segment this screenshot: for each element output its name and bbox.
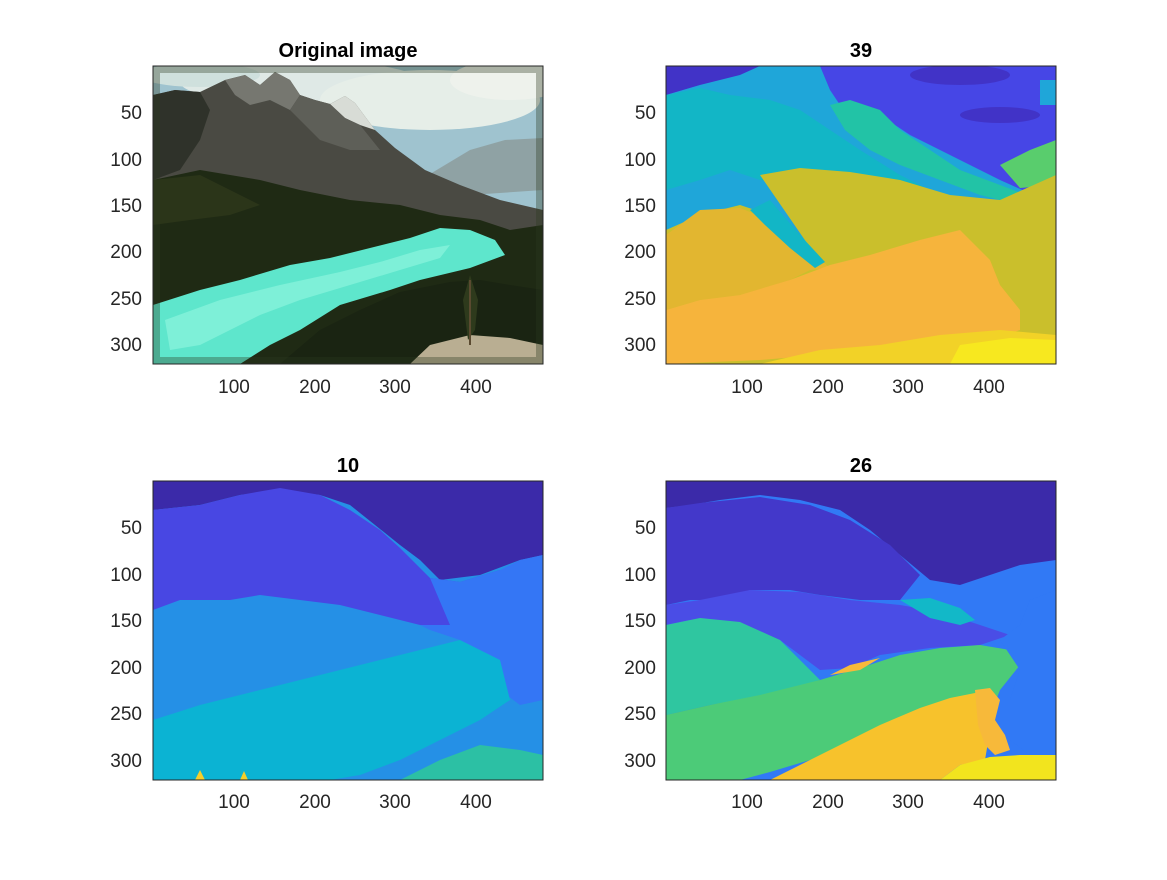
image-original — [153, 66, 543, 364]
y-tick-label: 200 — [624, 242, 656, 263]
axes-frame — [152, 65, 544, 365]
y-tick-label: 100 — [624, 565, 656, 586]
x-tick-label: 200 — [299, 792, 331, 813]
y-tick-label: 100 — [624, 150, 656, 171]
panel-segmentation-39: 39 100 200 300 400 50 100 — [624, 40, 1057, 398]
y-axis: 50 100 150 200 250 300 — [624, 518, 656, 772]
y-tick-label: 150 — [110, 196, 142, 217]
segmentation-map-39 — [666, 66, 1056, 364]
x-tick-label: 300 — [379, 792, 411, 813]
x-tick-label: 400 — [460, 377, 492, 398]
y-tick-label: 300 — [110, 751, 142, 772]
x-tick-label: 300 — [892, 377, 924, 398]
x-tick-label: 200 — [812, 792, 844, 813]
y-tick-label: 200 — [110, 242, 142, 263]
x-axis: 100 200 300 400 — [731, 377, 1005, 398]
y-tick-label: 300 — [624, 335, 656, 356]
x-axis: 100 200 300 400 — [218, 792, 492, 813]
x-tick-label: 100 — [731, 792, 763, 813]
y-tick-label: 150 — [624, 196, 656, 217]
y-tick-label: 200 — [110, 658, 142, 679]
y-tick-label: 50 — [635, 518, 656, 539]
y-tick-label: 150 — [624, 611, 656, 632]
x-tick-label: 400 — [460, 792, 492, 813]
y-tick-label: 300 — [624, 751, 656, 772]
x-tick-label: 400 — [973, 792, 1005, 813]
axes-frame — [665, 480, 1057, 781]
x-tick-label: 200 — [299, 377, 331, 398]
x-axis: 100 200 300 400 — [731, 792, 1005, 813]
x-tick-label: 400 — [973, 377, 1005, 398]
x-tick-label: 200 — [812, 377, 844, 398]
y-tick-label: 250 — [624, 289, 656, 310]
x-tick-label: 100 — [218, 792, 250, 813]
x-tick-label: 100 — [218, 377, 250, 398]
panel-segmentation-10: 10 100 200 300 400 50 100 150 200 250 30… — [110, 455, 544, 813]
axes-frame — [665, 65, 1057, 365]
y-tick-label: 150 — [110, 611, 142, 632]
y-tick-label: 50 — [121, 103, 142, 124]
x-tick-label: 300 — [379, 377, 411, 398]
segmentation-map-10 — [153, 481, 543, 780]
y-tick-label: 250 — [624, 704, 656, 725]
y-tick-label: 300 — [110, 335, 142, 356]
panel-segmentation-26: 26 100 200 300 400 50 100 150 200 — [624, 455, 1057, 813]
y-tick-label: 100 — [110, 150, 142, 171]
y-tick-label: 250 — [110, 289, 142, 310]
y-axis: 50 100 150 200 250 300 — [624, 103, 656, 356]
axes-frame — [152, 480, 544, 781]
panel-title: Original image — [279, 40, 418, 62]
y-axis: 50 100 150 200 250 300 — [110, 518, 142, 772]
x-tick-label: 300 — [892, 792, 924, 813]
panel-original-image: Original image — [110, 40, 544, 398]
x-axis: 100 200 300 400 — [218, 377, 492, 398]
y-tick-label: 50 — [121, 518, 142, 539]
y-tick-label: 200 — [624, 658, 656, 679]
segmentation-map-26 — [666, 481, 1056, 780]
y-tick-label: 100 — [110, 565, 142, 586]
panel-title: 26 — [850, 455, 872, 477]
x-tick-label: 100 — [731, 377, 763, 398]
y-tick-label: 50 — [635, 103, 656, 124]
y-axis: 50 100 150 200 250 300 — [110, 103, 142, 356]
y-tick-label: 250 — [110, 704, 142, 725]
panel-title: 39 — [850, 40, 872, 62]
panel-title: 10 — [337, 455, 359, 477]
